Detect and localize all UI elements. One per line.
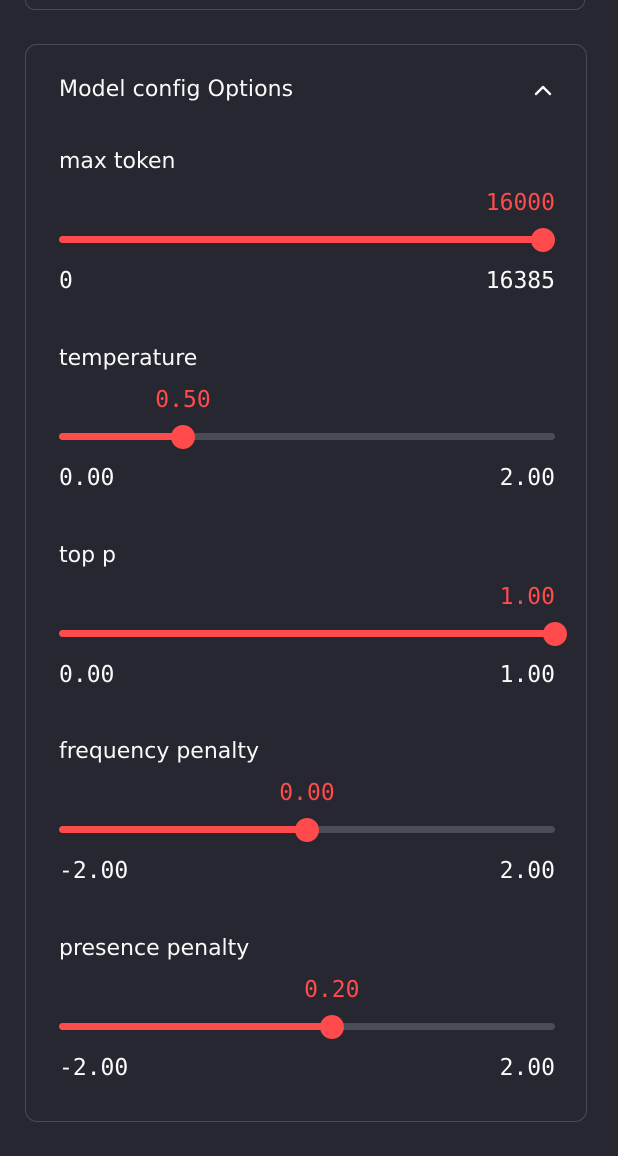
slider-value: 16000 <box>485 190 555 216</box>
slider-value: 1.00 <box>499 584 555 610</box>
slider-max-token: max token 16000 0 16385 <box>59 149 556 299</box>
slider-min: 0 <box>59 268 73 294</box>
slider-label: temperature <box>59 346 198 371</box>
slider-presence-penalty: presence penalty 0.20 -2.00 2.00 <box>59 936 555 1086</box>
slider-track[interactable] <box>59 236 555 243</box>
expander-title: Model config Options <box>59 77 294 102</box>
slider-min: -2.00 <box>59 858 129 884</box>
slider-label: max token <box>59 149 176 174</box>
slider-label: frequency penalty <box>59 739 260 764</box>
slider-max: 2.00 <box>499 858 555 884</box>
expander-header[interactable]: Model config Options <box>59 75 555 111</box>
slider-label: top p <box>59 543 117 568</box>
model-config-expander: Model config Options max token 16000 0 1… <box>25 44 587 1122</box>
slider-track[interactable] <box>59 630 555 637</box>
slider-label: presence penalty <box>59 936 250 961</box>
slider-value: 0.00 <box>279 780 335 806</box>
slider-value: 0.50 <box>155 387 211 413</box>
slider-max: 2.00 <box>499 1055 555 1081</box>
slider-max: 1.00 <box>499 662 555 688</box>
slider-thumb[interactable] <box>543 622 567 646</box>
slider-track[interactable] <box>59 1023 555 1030</box>
slider-thumb[interactable] <box>319 1015 344 1039</box>
slider-fill <box>59 433 183 440</box>
previous-section-card <box>25 0 585 10</box>
slider-min: 0.00 <box>59 662 115 688</box>
slider-frequency-penalty: frequency penalty 0.00 -2.00 2.00 <box>59 739 555 889</box>
slider-thumb[interactable] <box>531 228 556 252</box>
slider-max: 16385 <box>485 268 555 294</box>
slider-thumb[interactable] <box>171 425 195 449</box>
slider-min: -2.00 <box>59 1055 129 1081</box>
slider-thumb[interactable] <box>295 818 319 842</box>
slider-min: 0.00 <box>59 465 115 491</box>
slider-max: 2.00 <box>499 465 555 491</box>
slider-value: 0.20 <box>304 977 360 1003</box>
slider-track[interactable] <box>59 433 555 440</box>
slider-top-p: top p 1.00 0.00 1.00 <box>59 543 567 693</box>
slider-fill <box>59 236 544 243</box>
slider-fill <box>59 826 307 833</box>
chevron-up-icon[interactable] <box>531 79 555 103</box>
slider-fill <box>59 1023 332 1030</box>
slider-fill <box>59 630 555 637</box>
slider-temperature: temperature 0.50 0.00 2.00 <box>59 346 555 496</box>
